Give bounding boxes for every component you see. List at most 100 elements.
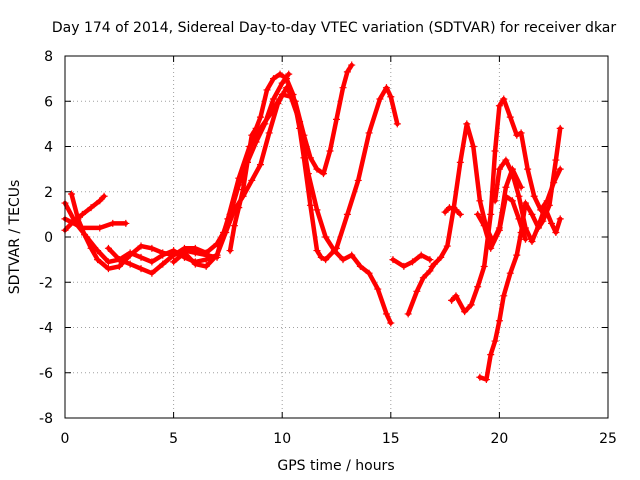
data-point	[109, 219, 117, 227]
data-point	[87, 204, 95, 212]
y-tick-label: 8	[44, 49, 53, 65]
data-point	[343, 210, 351, 218]
series-track-14	[491, 156, 564, 246]
data-point	[68, 190, 76, 198]
data-point	[404, 310, 412, 318]
y-tick-label: -2	[39, 275, 53, 291]
data-point	[339, 84, 347, 92]
data-point	[270, 95, 278, 103]
data-point	[480, 222, 488, 230]
data-point	[235, 174, 243, 182]
data-point	[515, 192, 523, 200]
data-point	[502, 156, 510, 164]
data-point	[521, 199, 529, 207]
data-point	[506, 269, 514, 277]
data-point	[463, 120, 471, 128]
data-point	[270, 75, 278, 83]
data-point	[81, 231, 89, 239]
data-point	[469, 143, 477, 150]
data-point	[306, 154, 314, 162]
series-line	[442, 205, 463, 217]
data-point	[437, 253, 445, 261]
data-point	[74, 215, 82, 223]
data-point	[333, 244, 340, 252]
data-point	[322, 233, 330, 241]
data-point	[170, 258, 178, 266]
data-point	[513, 131, 521, 139]
data-point	[474, 210, 482, 218]
data-point	[382, 84, 390, 92]
data-point	[534, 222, 542, 230]
data-point	[428, 262, 436, 270]
data-point	[495, 165, 503, 173]
series-track-8	[389, 251, 434, 270]
data-point	[524, 165, 532, 173]
data-point	[100, 192, 108, 200]
y-tick-label: 2	[44, 185, 53, 201]
data-point	[256, 113, 264, 121]
x-tick-label: 20	[490, 431, 508, 447]
data-point	[467, 301, 475, 309]
data-point	[252, 124, 260, 132]
series-line	[429, 121, 524, 269]
data-point	[348, 251, 356, 259]
data-point	[289, 90, 297, 98]
data-point	[300, 154, 308, 162]
series-track-5	[104, 61, 356, 266]
data-point	[159, 260, 167, 268]
data-point	[487, 244, 495, 252]
data-point	[480, 262, 488, 270]
data-point	[517, 129, 525, 137]
y-tick-label: 0	[44, 230, 53, 246]
data-point	[409, 258, 417, 266]
data-point	[552, 228, 560, 236]
y-tick-label: -4	[39, 321, 53, 337]
series-line	[390, 252, 433, 269]
data-point	[87, 244, 95, 252]
series-track-11	[441, 204, 464, 218]
chart-title: Day 174 of 2014, Sidereal Day-to-day VTE…	[52, 20, 617, 36]
data-point	[96, 197, 104, 205]
data-point	[333, 115, 340, 123]
data-point	[500, 95, 508, 103]
data-point	[452, 206, 460, 214]
data-point	[556, 165, 564, 173]
data-point	[387, 93, 395, 101]
data-point	[317, 253, 325, 261]
data-point	[426, 256, 434, 264]
data-point	[426, 267, 434, 275]
axis-ticks	[64, 55, 609, 419]
data-point	[365, 269, 373, 277]
data-point	[545, 201, 553, 209]
x-tick-labels: 0 5 10 15 20 25	[61, 431, 617, 447]
data-point	[137, 253, 145, 261]
data-point	[202, 262, 210, 270]
series-line	[492, 157, 563, 244]
data-point	[491, 337, 499, 345]
data-point	[243, 158, 251, 166]
data-point	[500, 292, 508, 300]
data-point	[354, 176, 362, 184]
data-point	[376, 95, 384, 103]
series-track-15	[474, 192, 529, 252]
data-point	[508, 197, 516, 205]
data-point	[319, 170, 327, 178]
data-point	[419, 274, 427, 282]
data-point	[126, 260, 134, 268]
data-point	[552, 156, 560, 164]
data-point	[94, 247, 102, 255]
data-point	[541, 204, 549, 212]
data-point	[224, 215, 232, 223]
series-track-9	[404, 260, 438, 318]
data-point	[456, 158, 464, 166]
data-point	[356, 262, 364, 270]
data-point	[78, 210, 86, 218]
data-point	[548, 219, 556, 227]
data-point	[393, 120, 401, 128]
data-point	[235, 204, 243, 212]
data-point	[413, 287, 421, 295]
data-point	[313, 206, 321, 214]
data-point	[556, 215, 564, 223]
data-point	[94, 256, 102, 264]
data-point	[148, 269, 156, 277]
